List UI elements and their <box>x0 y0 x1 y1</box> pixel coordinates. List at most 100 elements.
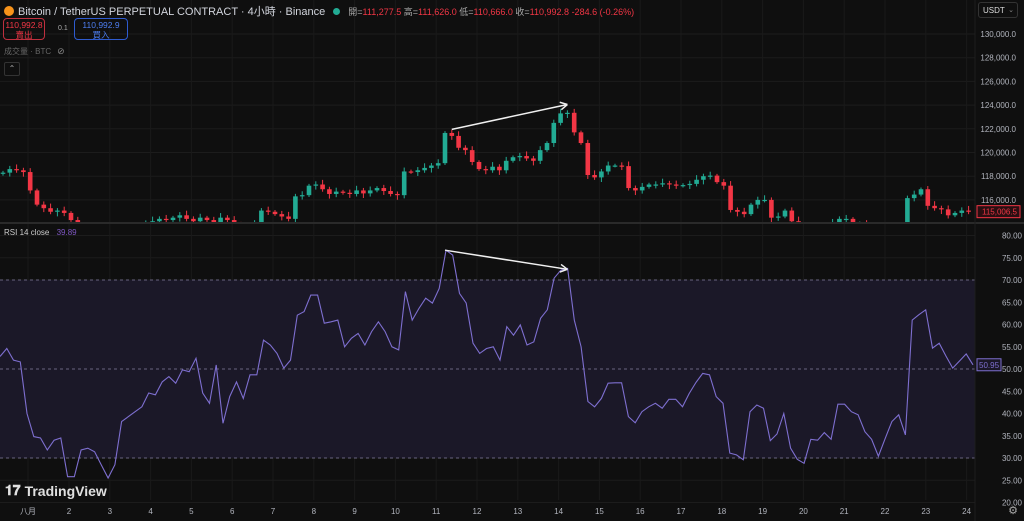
candle-body <box>952 212 958 216</box>
price-axis[interactable]: 130,000.0 128,000.0 126,000.0 124,000.0 122,… <box>976 30 1021 219</box>
collapse-legend-button[interactable]: ⌃ <box>4 62 20 76</box>
candle-body <box>48 208 53 212</box>
rsi-line <box>0 249 974 480</box>
price-divergence-arrow <box>451 103 568 131</box>
volume-label: 成交量 · BTC <box>4 47 52 56</box>
rsi-divergence-arrow-head <box>559 268 568 273</box>
candle-body <box>286 216 291 219</box>
price-tick: 130,000.0 <box>980 30 1016 39</box>
open-value: 111,277.5 <box>362 6 402 17</box>
candle-body <box>279 214 285 217</box>
time-label: 21 <box>840 507 849 516</box>
candle-body <box>592 175 597 178</box>
candle-body <box>755 199 761 205</box>
sell-label: 賣出 <box>15 30 33 40</box>
candle-body <box>347 192 353 194</box>
rsi-tick: 80.00 <box>1002 232 1023 241</box>
candle-body <box>204 217 210 221</box>
candle-body <box>130 239 135 240</box>
symbol-title[interactable]: Bitcoin / TetherUS PERPETUAL CONTRACT · … <box>18 6 326 18</box>
candle-body <box>150 221 155 222</box>
close-value: 110,992.8 <box>529 6 570 17</box>
rsi-name: RSI <box>4 228 18 237</box>
candle-body <box>728 185 733 210</box>
candle-body <box>320 184 325 190</box>
candle-body <box>858 225 863 229</box>
time-label: 15 <box>595 507 604 516</box>
candle-body <box>435 163 441 166</box>
candle-body <box>252 225 257 232</box>
candle-body <box>551 122 557 144</box>
rsi-tick: 30.00 <box>1002 454 1023 463</box>
change-value: -284.6 (-0.26%) <box>571 6 635 17</box>
candle-body <box>524 156 529 159</box>
time-label: 10 <box>391 507 400 516</box>
high-label: 高= <box>403 6 419 17</box>
candle-body <box>517 156 523 158</box>
buy-button[interactable]: 110,992.9 買入 <box>74 18 128 40</box>
time-label: 4 <box>148 507 153 516</box>
tradingview-logo[interactable]: 𝟏𝟕 TradingView <box>5 482 107 499</box>
candle-body <box>395 193 400 196</box>
candle-body <box>103 234 108 238</box>
candle-body <box>327 189 332 194</box>
candle-body <box>735 209 740 212</box>
price-divergence-arrow-head <box>559 101 568 106</box>
candle-body <box>673 184 679 186</box>
candle-body <box>401 171 407 196</box>
time-axis[interactable]: 八月 2 3 4 5 6 7 8 9 10 11 12 13 14 15 16 17 18 19 20 21 22 23 24 <box>20 507 972 516</box>
candle-body <box>721 182 727 186</box>
last-price-label: 115,006.5 <box>982 208 1018 217</box>
time-label: 3 <box>108 507 113 516</box>
candle-body <box>388 191 393 194</box>
rsi-tick: 35.00 <box>1002 432 1023 441</box>
time-label: 6 <box>230 507 235 516</box>
rsi-divergence-arrow <box>444 249 568 271</box>
time-label: 八月 <box>20 507 36 516</box>
rsi-legend[interactable]: RSI 14 close 39.89 <box>4 228 77 237</box>
candle-body <box>225 217 230 221</box>
price-tick: 126,000.0 <box>980 77 1016 86</box>
rsi-last-badge <box>976 358 1002 372</box>
buy-price: 110,992.9 <box>82 20 120 30</box>
time-label: 13 <box>513 507 522 516</box>
candle-body <box>707 175 713 177</box>
candle-body <box>82 228 87 233</box>
rsi-axis[interactable]: 80.00 75.00 70.00 65.00 60.00 55.00 50.00 45.00… <box>976 232 1023 508</box>
candle-body <box>456 135 461 148</box>
candle-body <box>293 196 298 219</box>
candle-body <box>762 199 767 202</box>
settings-gear-icon[interactable]: ⚙ <box>1008 505 1018 517</box>
candle-body <box>14 169 19 171</box>
candle-body <box>850 218 856 222</box>
candle-body <box>837 218 842 222</box>
candle-body <box>68 212 74 221</box>
candle-body <box>469 150 475 162</box>
rsi-value: 39.89 <box>56 228 77 237</box>
candle-body <box>7 169 13 173</box>
candle-body <box>646 184 652 187</box>
candle-body <box>959 210 965 213</box>
candle-body <box>177 215 183 218</box>
time-label: 2 <box>67 507 72 516</box>
volume-legend[interactable]: 成交量 · BTC ⊘ <box>4 46 65 57</box>
candle-body <box>817 230 822 236</box>
eye-hidden-icon[interactable]: ⊘ <box>57 46 65 56</box>
candle-body <box>463 147 468 151</box>
candle-body <box>864 225 869 231</box>
candle-body <box>824 230 829 232</box>
candle-body <box>510 157 516 161</box>
candle-body <box>843 218 849 221</box>
candle-body <box>667 183 672 185</box>
candle-body <box>27 172 33 191</box>
rsi-tick: 40.00 <box>1002 410 1023 419</box>
time-label: 7 <box>271 507 276 516</box>
candle-body <box>503 160 509 171</box>
candle-body <box>333 191 339 194</box>
candle-body <box>911 194 917 199</box>
sell-button[interactable]: 110,992.8 賣出 <box>3 18 45 40</box>
currency-select[interactable]: USDT ⌄ <box>978 2 1018 18</box>
trend-arrows[interactable] <box>444 101 568 273</box>
candle-body <box>796 221 801 222</box>
